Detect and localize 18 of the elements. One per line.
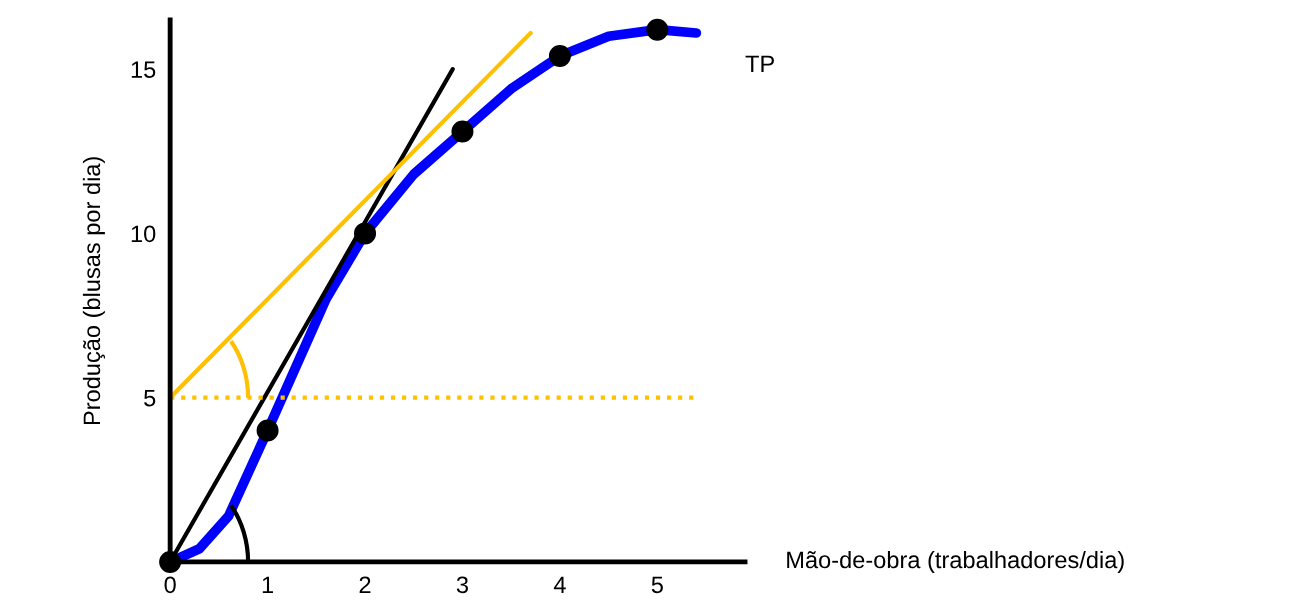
y-tick-label: 5 (144, 389, 156, 407)
point (159, 550, 182, 573)
point (451, 120, 474, 143)
x-tick-label: 4 (553, 576, 566, 593)
x-axis-title: Mão-de-obra (trabalhadores/dia) (787, 550, 1124, 573)
x-tick-label: 2 (359, 576, 371, 593)
point (548, 44, 571, 67)
y-tick-label: 15 (131, 61, 156, 78)
x-tick-label: 0 (164, 576, 176, 594)
x-tick-label: 3 (456, 576, 468, 594)
text: TP (745, 55, 774, 72)
point (646, 18, 669, 41)
y-axis-title: Produção (blusas por dia) (82, 157, 105, 425)
x-tick-label: 1 (262, 576, 273, 593)
y-tick-label: 10 (131, 225, 156, 243)
x-tick-label: 5 (651, 576, 663, 594)
point (256, 419, 279, 442)
point (354, 222, 377, 245)
